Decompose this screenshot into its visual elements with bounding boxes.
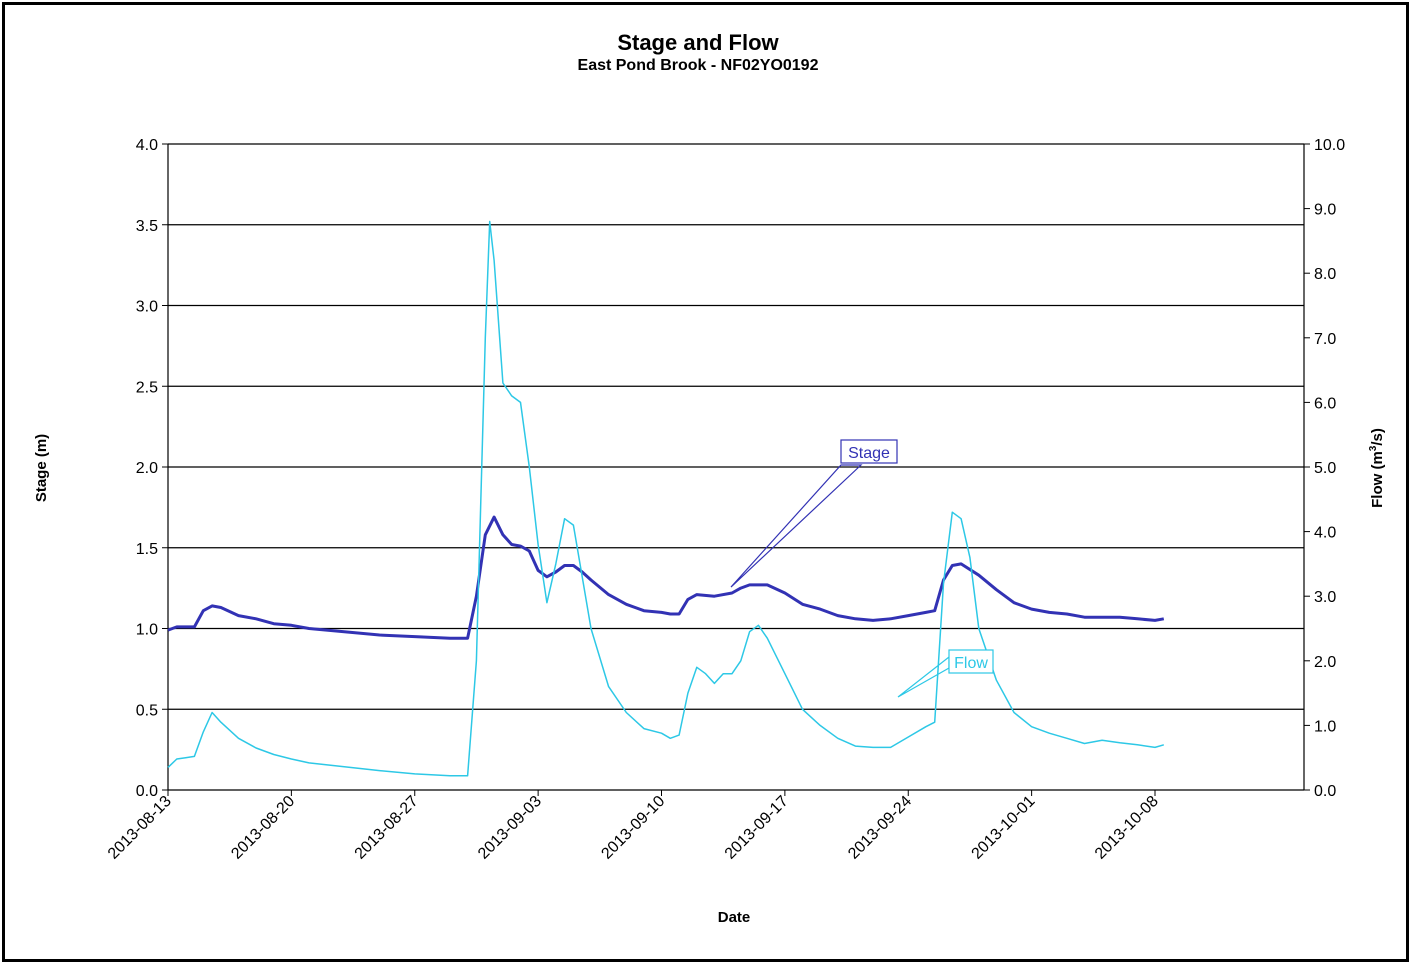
y-right-tick-label: 5.0 [1314, 460, 1336, 477]
y-left-tick-label: 3.5 [136, 218, 158, 235]
y-right-tick-label: 10.0 [1314, 137, 1345, 154]
y-right-tick-labels: 0.0 1.0 2.0 3.0 4.0 5.0 6.0 7.0 8.0 9.0 10.0 [1304, 137, 1345, 800]
flow-callout-pointer [897, 655, 950, 698]
y-left-axis-title: Stage (m) [33, 434, 50, 502]
y-left-tick-label: 4.0 [136, 137, 158, 154]
series-line-flow [167, 220, 1165, 777]
chart-title: Stage and Flow [617, 30, 779, 55]
series-lines [167, 220, 1165, 777]
y-right-tick-label: 4.0 [1314, 525, 1336, 542]
y-right-tick-label: 9.0 [1314, 202, 1336, 219]
flow-callout-label: Flow [954, 655, 988, 672]
stage-callout-label: Stage [848, 445, 890, 462]
y-left-tick-label: 0.5 [136, 702, 158, 719]
series-line-stage [167, 515, 1165, 640]
y-left-tick-label: 1.5 [136, 541, 158, 558]
chart-subtitle: East Pond Brook - NF02YO0192 [578, 57, 819, 74]
y-right-tick-label: 2.0 [1314, 654, 1336, 671]
y-left-tick-label: 2.5 [136, 379, 158, 396]
x-tick-label: 2013-10-08 [1092, 793, 1162, 863]
y-left-tick-label: 0.0 [136, 783, 158, 800]
y-left-tick-labels: 0.0 0.5 1.0 1.5 2.0 2.5 3.0 3.5 4.0 [136, 137, 168, 800]
y-right-tick-label: 8.0 [1314, 266, 1336, 283]
stage-callout-box [840, 439, 898, 464]
y-left-tick-label: 2.0 [136, 460, 158, 477]
annotations: Stage Flow [730, 439, 994, 698]
y-right-title-sup: 3 [1368, 445, 1379, 451]
y-left-tick-label: 3.0 [136, 299, 158, 316]
x-tick-label: 2013-09-24 [845, 793, 915, 863]
gridlines [168, 143, 1304, 710]
x-tick-label: 2013-09-17 [722, 793, 792, 863]
x-tick-labels: 2013-08-13 2013-08-20 2013-08-27 2013-09-03… [105, 790, 1162, 863]
x-tick-label: 2013-08-13 [105, 793, 175, 863]
x-tick-label: 2013-08-20 [228, 793, 298, 863]
x-tick-label: 2013-10-01 [969, 793, 1039, 863]
flow-callout-box [948, 649, 994, 674]
y-right-tick-label: 7.0 [1314, 331, 1336, 348]
y-right-tick-label: 1.0 [1314, 718, 1336, 735]
y-right-title-prefix: Flow (m [1369, 451, 1386, 508]
y-right-tick-label: 0.0 [1314, 783, 1336, 800]
y-left-tick-label: 1.0 [136, 622, 158, 639]
y-right-tick-label: 6.0 [1314, 395, 1336, 412]
stage-callout-pointer [730, 464, 863, 588]
x-tick-label: 2013-09-10 [598, 793, 668, 863]
y-right-tick-label: 3.0 [1314, 589, 1336, 606]
y-right-title-suffix: /s) [1369, 428, 1386, 446]
x-tick-label: 2013-08-27 [352, 793, 422, 863]
x-axis-title: Date [718, 909, 751, 926]
y-right-axis-title: Flow (m3/s) [1368, 428, 1386, 508]
x-tick-label: 2013-09-03 [475, 793, 545, 863]
